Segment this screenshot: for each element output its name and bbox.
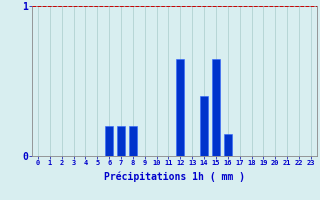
Bar [117, 126, 125, 156]
Bar [176, 58, 185, 156]
Bar [200, 96, 208, 156]
Bar [212, 58, 220, 156]
Bar [105, 126, 113, 156]
Bar [129, 126, 137, 156]
Bar [224, 134, 232, 156]
X-axis label: Précipitations 1h ( mm ): Précipitations 1h ( mm ) [104, 172, 245, 182]
